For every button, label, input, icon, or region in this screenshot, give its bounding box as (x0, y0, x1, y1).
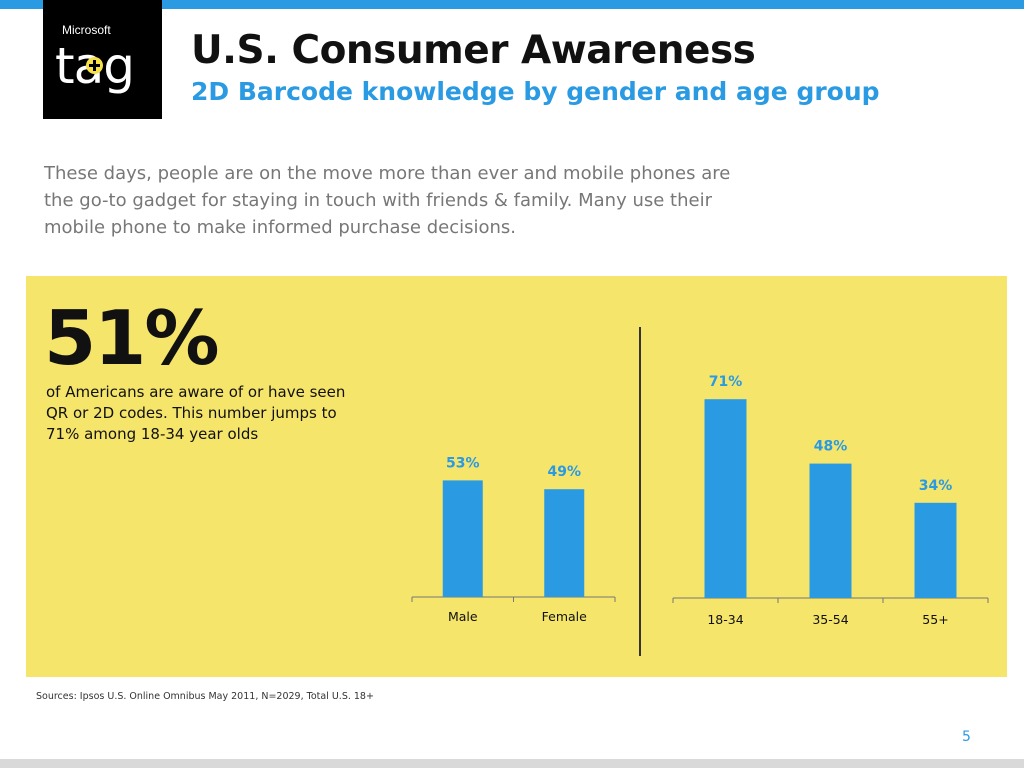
age-data-label: 48% (814, 439, 848, 455)
microsoft-tag-logo: Microsoft tag (43, 0, 162, 119)
gender-bar-Male (442, 480, 483, 597)
page-number: 5 (962, 729, 971, 745)
headline-stat-description: of Americans are aware of or have seen Q… (46, 383, 346, 443)
page-subtitle: 2D Barcode knowledge by gender and age g… (191, 77, 880, 106)
plus-icon (86, 57, 103, 74)
intro-paragraph: These days, people are on the move more … (44, 163, 731, 238)
logo-brand-text: Microsoft (62, 23, 111, 37)
gender-category-label: Female (542, 609, 588, 624)
age-data-label: 34% (919, 478, 953, 494)
source-note: Sources: Ipsos U.S. Online Omnibus May 2… (36, 691, 374, 702)
age-data-label: 71% (709, 374, 743, 390)
bottom-bar (0, 759, 1024, 768)
age-category-label: 55+ (922, 612, 948, 627)
gender-bar-Female (544, 489, 585, 597)
top-accent-bar (0, 0, 1024, 9)
page-title: U.S. Consumer Awareness (191, 28, 756, 73)
age-category-label: 18-34 (707, 612, 743, 627)
age-bar-55+ (914, 502, 957, 598)
age-category-label: 35-54 (812, 612, 848, 627)
gender-category-label: Male (448, 609, 478, 624)
gender-data-label: 49% (547, 464, 581, 480)
age-bar-35-54 (809, 463, 852, 598)
gender-data-label: 53% (446, 455, 480, 471)
age-bar-18-34 (704, 399, 747, 598)
headline-stat: 51% (44, 294, 220, 382)
